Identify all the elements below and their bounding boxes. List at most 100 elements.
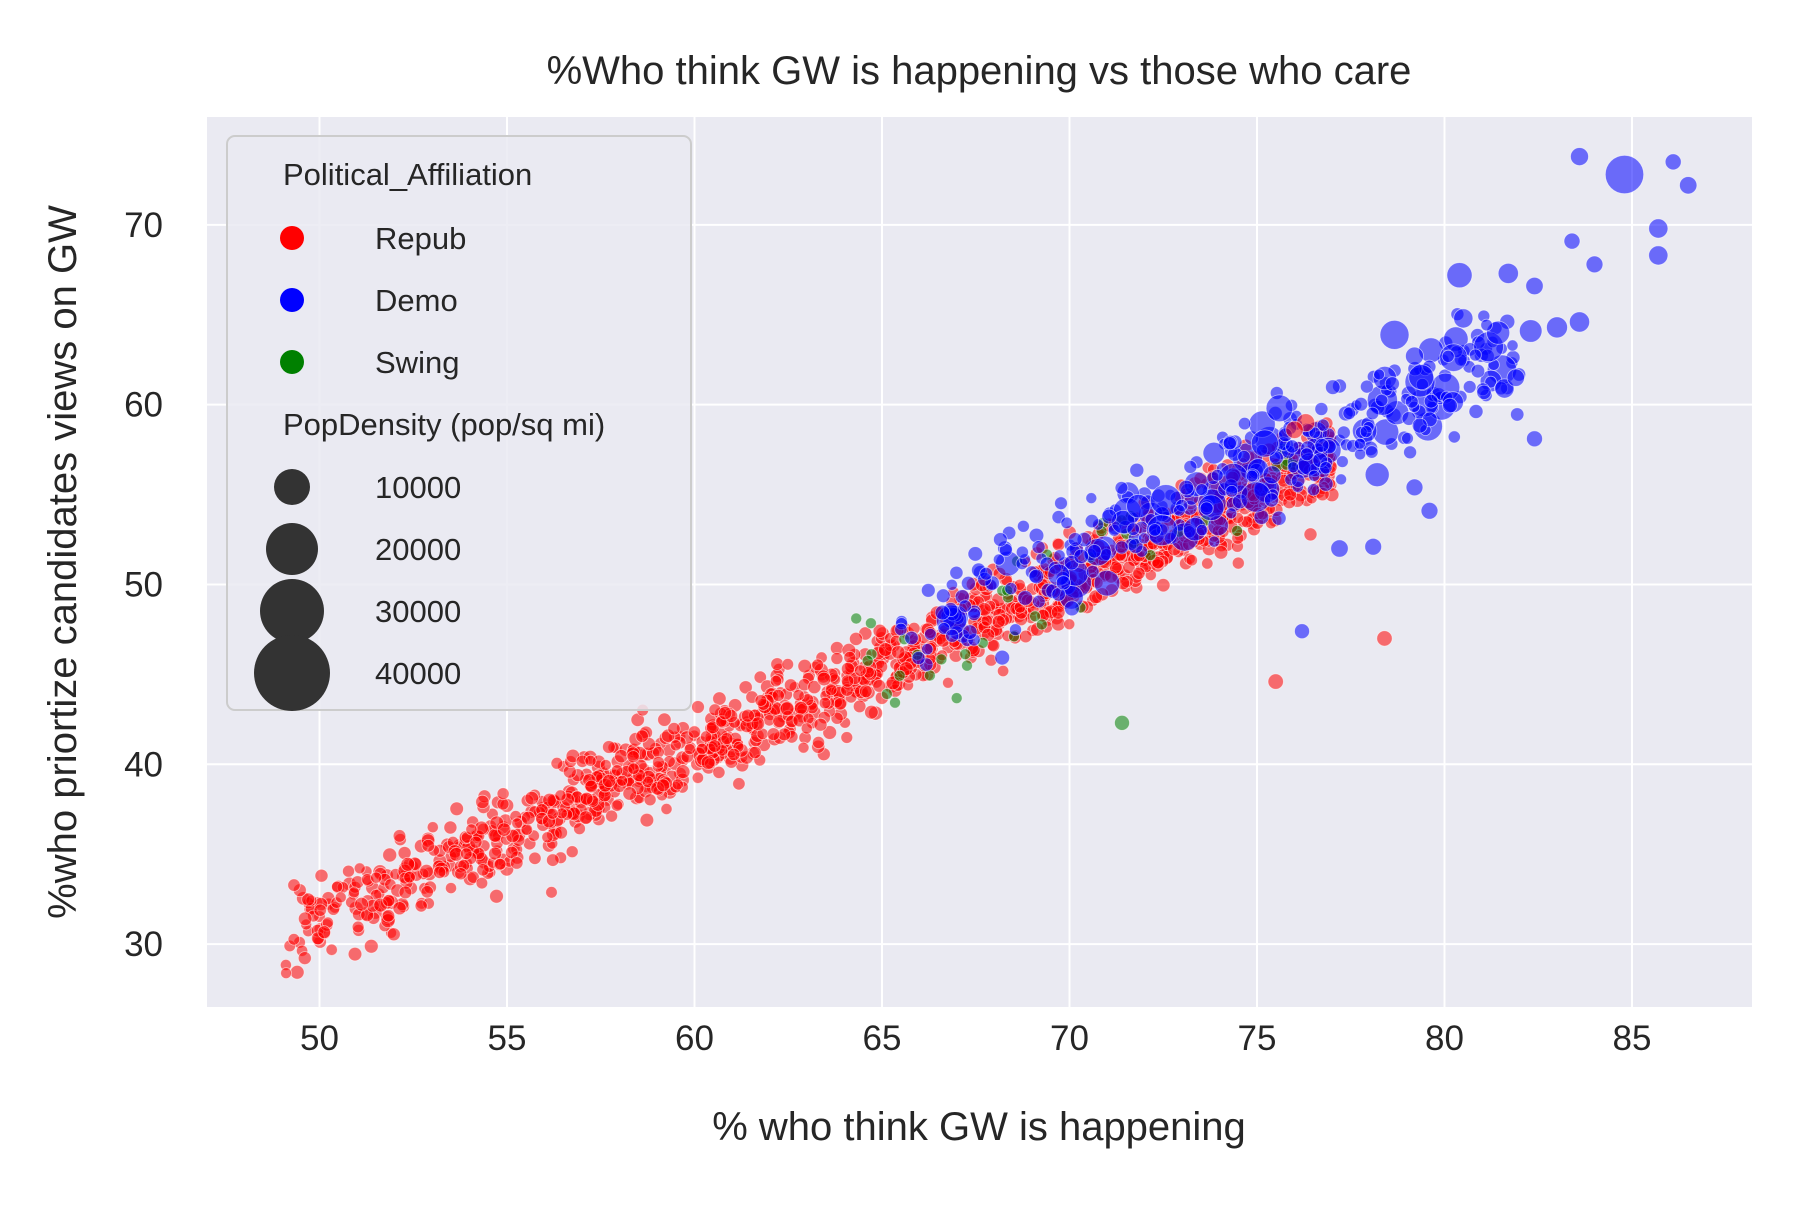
data-point	[400, 856, 416, 872]
data-point	[967, 546, 984, 562]
data-point	[1060, 516, 1073, 530]
data-point	[297, 951, 312, 965]
data-point	[1446, 262, 1473, 289]
data-point	[945, 628, 960, 643]
data-point	[1403, 445, 1417, 460]
legend-hue-label: Demo	[375, 283, 458, 318]
data-point	[1264, 492, 1280, 508]
data-point	[1365, 406, 1380, 421]
x-axis-label: % who think GW is happening	[712, 1105, 1246, 1149]
data-point	[614, 749, 629, 764]
data-point	[421, 839, 436, 853]
data-point	[454, 867, 468, 881]
data-point	[1195, 483, 1209, 497]
legend-hue-label: Repub	[375, 221, 466, 256]
data-point	[541, 831, 554, 844]
data-point	[1283, 487, 1297, 502]
data-point	[667, 722, 681, 736]
data-point	[959, 648, 972, 661]
chart-title: %Who think GW is happening vs those who …	[547, 49, 1412, 93]
data-point	[334, 891, 347, 904]
data-point	[610, 799, 624, 812]
data-point	[797, 658, 812, 674]
data-point	[1055, 575, 1071, 591]
data-point	[1379, 319, 1410, 350]
data-point	[754, 694, 768, 707]
data-point	[1303, 527, 1318, 542]
data-point	[475, 794, 490, 810]
data-point	[287, 878, 301, 892]
data-point	[331, 880, 344, 893]
data-point	[1546, 316, 1568, 339]
legend-size-entries: 10000 20000 30000 40000	[254, 469, 461, 711]
data-point	[993, 532, 1008, 547]
data-point	[893, 669, 906, 682]
data-point	[961, 659, 973, 672]
y-axis-label: %who priortize candidates views on GW	[41, 205, 85, 919]
data-point	[511, 817, 524, 830]
data-point	[833, 697, 847, 711]
data-point	[872, 623, 887, 639]
data-point	[824, 683, 838, 696]
data-point	[891, 645, 906, 660]
data-point	[1156, 578, 1171, 593]
data-point	[1085, 564, 1100, 579]
data-point	[1314, 402, 1329, 416]
data-point	[1087, 544, 1102, 559]
data-point	[994, 649, 1010, 666]
data-point	[991, 614, 1006, 629]
data-point	[920, 583, 936, 598]
data-point	[841, 661, 855, 676]
data-point	[392, 829, 407, 843]
data-point	[1028, 568, 1045, 585]
data-point	[1364, 462, 1390, 488]
data-point	[750, 716, 766, 731]
data-point	[779, 701, 795, 717]
data-point	[660, 803, 673, 816]
y-tick-label: 40	[124, 745, 163, 784]
data-point	[1138, 532, 1151, 545]
data-point	[1648, 245, 1669, 266]
data-point	[934, 604, 951, 621]
data-point	[1127, 538, 1144, 554]
data-point	[1265, 394, 1294, 423]
data-point	[1525, 276, 1544, 296]
data-point	[996, 664, 1010, 678]
legend-hue-entries: Repub Demo Swing	[280, 221, 466, 380]
data-point	[1300, 447, 1314, 462]
data-point	[691, 700, 705, 714]
data-point	[864, 705, 879, 720]
data-point	[382, 894, 396, 908]
data-point	[961, 575, 976, 591]
data-point	[1405, 394, 1419, 409]
data-point	[386, 927, 401, 942]
data-point	[1476, 384, 1492, 400]
data-point	[1353, 437, 1366, 450]
data-point	[840, 674, 855, 688]
data-point	[1354, 448, 1367, 461]
data-point	[554, 825, 568, 840]
data-point	[881, 688, 893, 700]
legend-size-marker	[260, 579, 324, 643]
data-point	[1085, 492, 1098, 505]
data-point	[584, 754, 597, 767]
x-tick-label: 75	[1238, 1019, 1277, 1058]
data-point	[382, 847, 398, 863]
y-axis-ticks: 30 40 50 60 70	[124, 206, 163, 964]
data-point	[1314, 437, 1330, 453]
legend-size-label: 30000	[375, 594, 461, 629]
data-point	[565, 845, 579, 859]
data-point	[708, 739, 722, 753]
data-point	[894, 622, 908, 637]
data-point	[889, 696, 901, 709]
data-point	[419, 864, 434, 879]
x-tick-label: 70	[1050, 1019, 1089, 1058]
data-point	[1664, 153, 1682, 171]
data-point	[602, 774, 617, 789]
data-point	[699, 730, 713, 743]
data-point	[1211, 468, 1224, 482]
data-point	[1285, 420, 1304, 439]
data-point	[652, 755, 665, 769]
x-tick-label: 80	[1425, 1019, 1464, 1058]
data-point	[807, 680, 822, 695]
